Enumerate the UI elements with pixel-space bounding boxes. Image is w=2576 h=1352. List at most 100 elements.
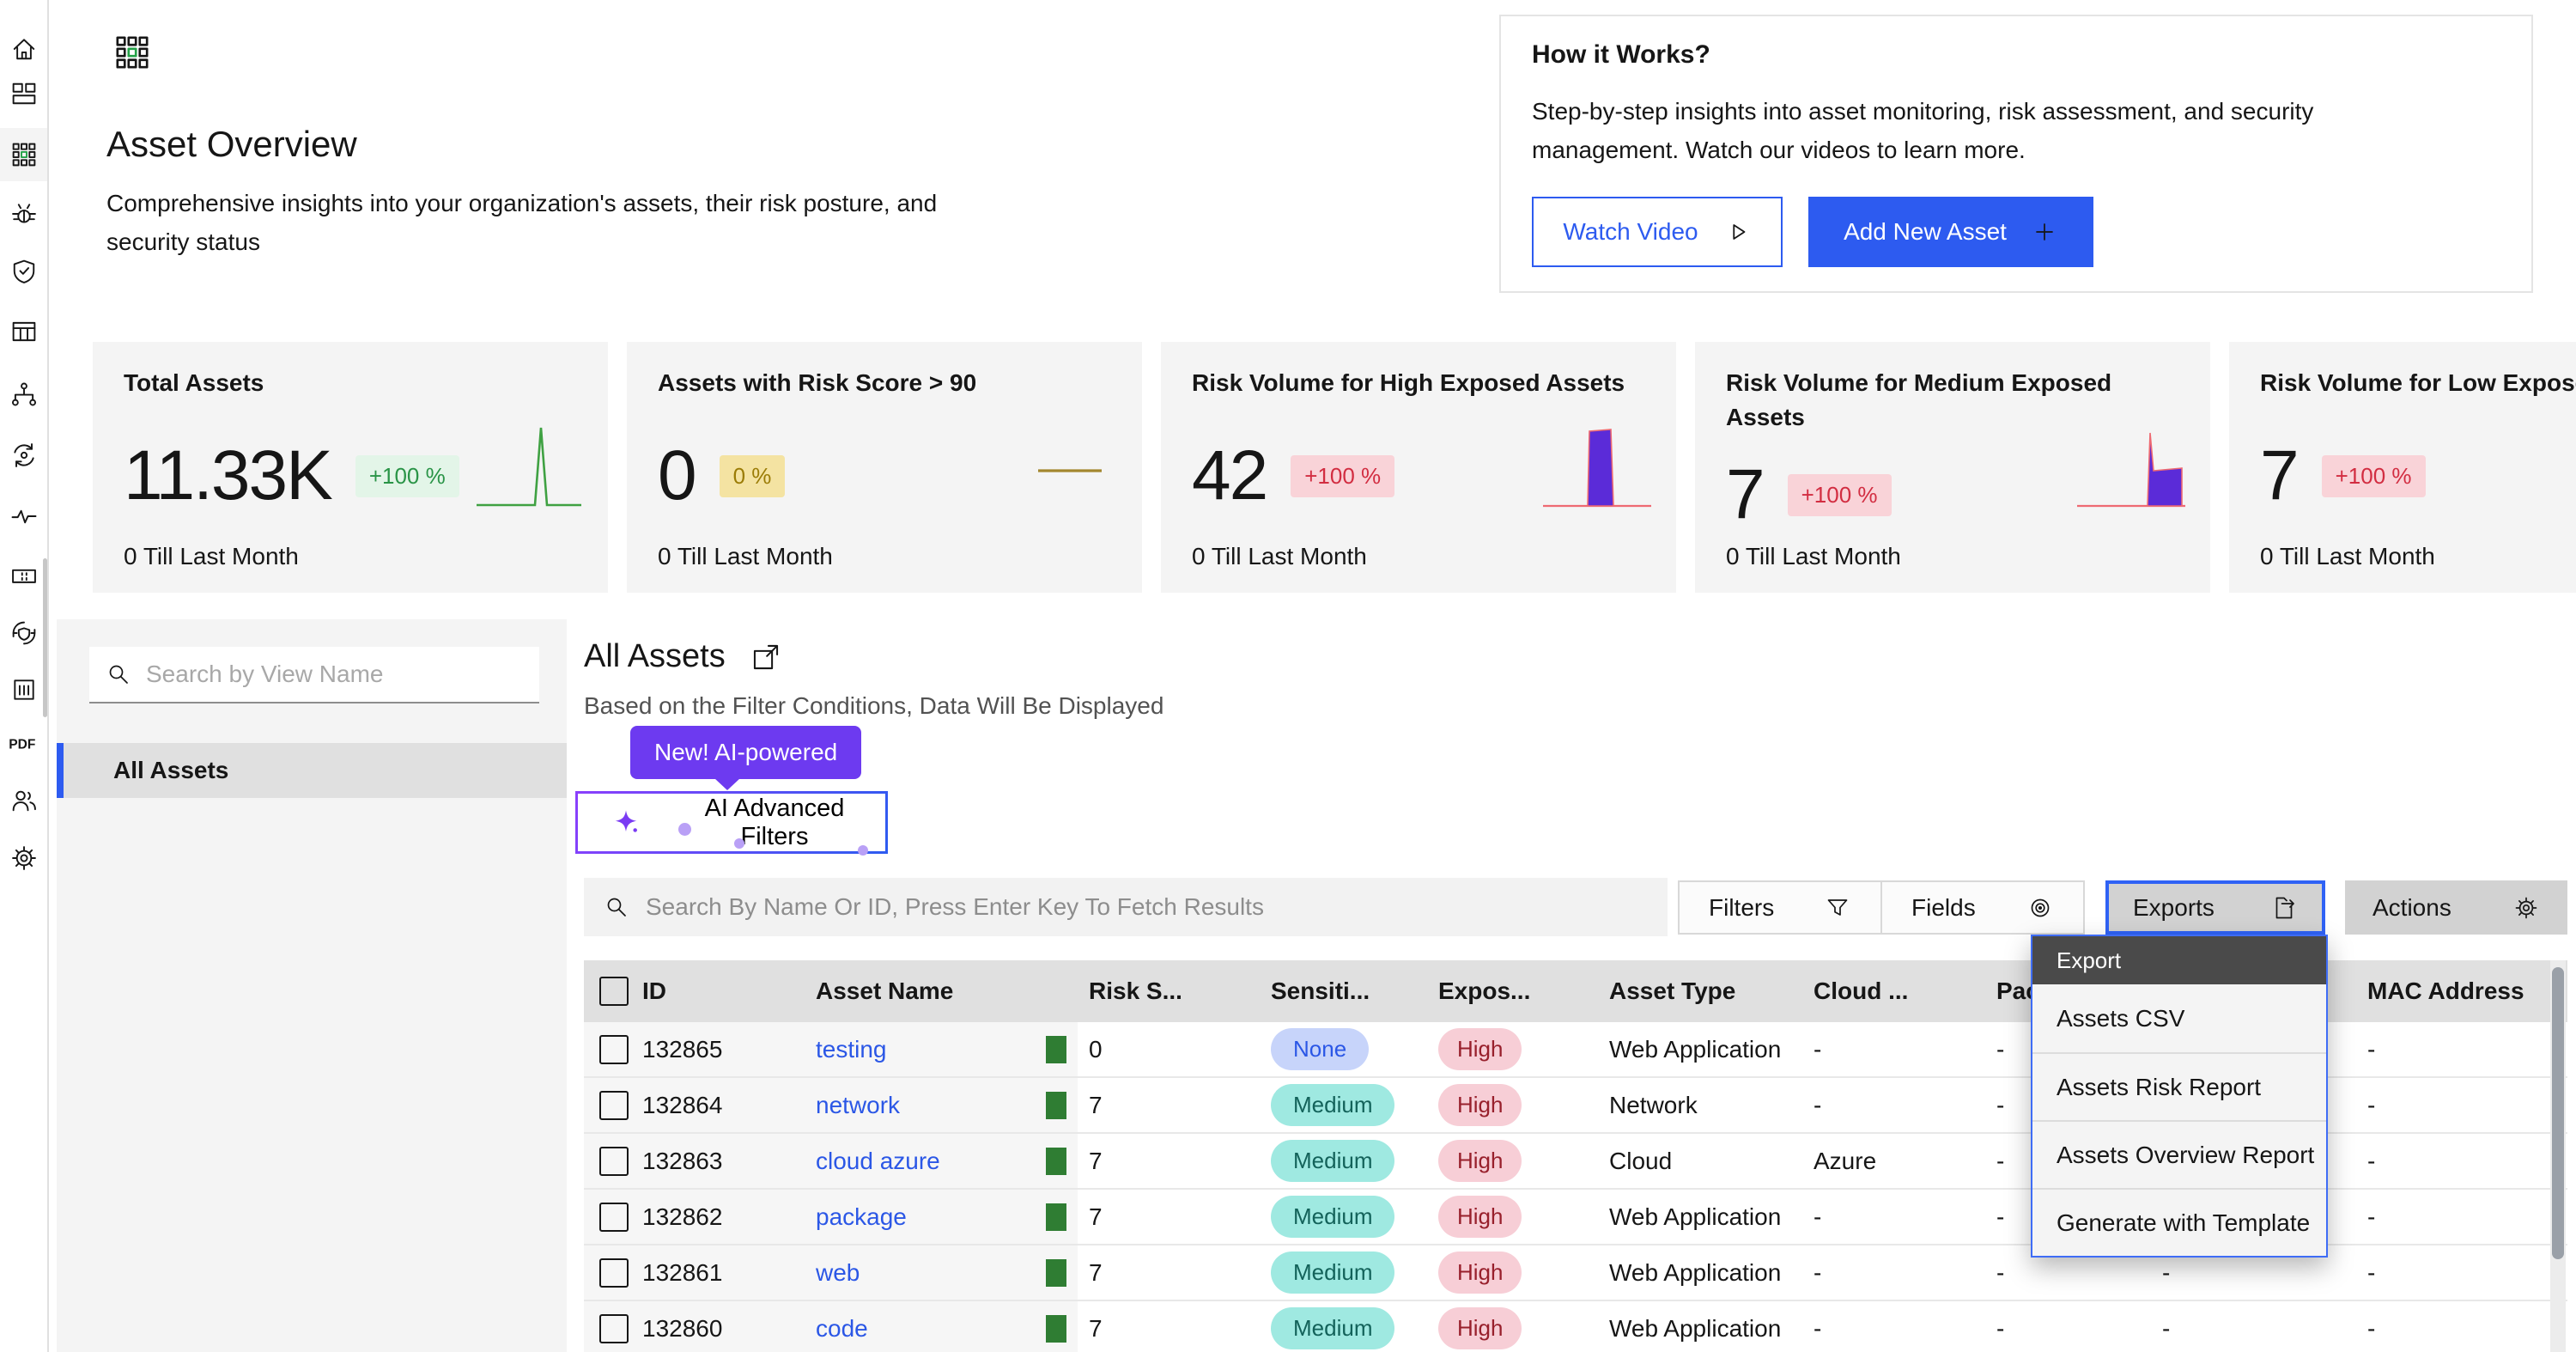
sensitivity-badge: Medium xyxy=(1271,1084,1395,1126)
asset-grid-icon-active[interactable] xyxy=(0,128,47,181)
add-new-asset-button[interactable]: Add New Asset xyxy=(1808,197,2093,267)
section-title: All Assets xyxy=(584,638,782,675)
asset-name-link[interactable]: testing xyxy=(816,1035,887,1063)
watch-video-button[interactable]: Watch Video xyxy=(1532,197,1783,267)
cell-packages: - xyxy=(1996,1314,2005,1342)
exports-button[interactable]: Exports xyxy=(2105,880,2325,935)
page-title: Asset Overview xyxy=(106,124,357,164)
frozen-column-bg xyxy=(584,1245,1078,1300)
stat-footer: 0 Till Last Month xyxy=(124,543,299,569)
menu-item-assets-risk-report[interactable]: Assets Risk Report xyxy=(2032,1052,2326,1120)
actions-gear-icon xyxy=(2515,897,2537,918)
view-item-all-assets[interactable]: All Assets xyxy=(57,743,567,798)
decor-dot xyxy=(678,823,691,836)
home-icon[interactable] xyxy=(0,22,47,76)
sync-settings-icon[interactable] xyxy=(0,429,47,482)
asset-name-link[interactable]: cloud azure xyxy=(816,1147,940,1174)
select-all-checkbox[interactable] xyxy=(599,977,629,1006)
filters-button[interactable]: Filters xyxy=(1680,882,1882,933)
asset-name-link[interactable]: code xyxy=(816,1314,868,1342)
decor-dot xyxy=(734,838,744,849)
filter-funnel-icon xyxy=(1827,898,1848,916)
cell-mac-address: - xyxy=(2367,1091,2376,1118)
stat-change-badge: +100 % xyxy=(1787,473,1892,516)
asset-name-link[interactable]: network xyxy=(816,1091,901,1118)
fields-button[interactable]: Fields xyxy=(1882,882,2083,933)
sensitivity-badge: Medium xyxy=(1271,1196,1395,1238)
stat-value: 7 xyxy=(2260,436,2300,515)
dashboard-icon[interactable] xyxy=(0,67,47,120)
table-scrollbar-thumb[interactable] xyxy=(2552,967,2564,1259)
row-checkbox[interactable] xyxy=(599,1090,629,1120)
shield-check-icon[interactable] xyxy=(0,245,47,298)
cell-id: 132861 xyxy=(642,1258,723,1286)
row-checkbox[interactable] xyxy=(599,1258,629,1288)
stat-title: Risk Volume for Medium Exposed Assets xyxy=(1726,369,2112,430)
asset-name-link[interactable]: package xyxy=(816,1203,907,1230)
view-search-input[interactable] xyxy=(144,660,508,689)
stat-value: 7 xyxy=(1726,455,1765,533)
settings-gear-icon[interactable] xyxy=(0,831,47,885)
cell-asset-type: Cloud xyxy=(1609,1147,1673,1174)
sparkline-purple-spike-step xyxy=(2077,432,2185,508)
row-checkbox[interactable] xyxy=(599,1146,629,1176)
shield-sync-icon[interactable] xyxy=(0,606,47,660)
frozen-column-bg xyxy=(584,1301,1078,1352)
row-checkbox[interactable] xyxy=(599,1313,629,1343)
cell-cloud: - xyxy=(1814,1203,1822,1230)
column-header-cloud: Cloud ... xyxy=(1814,977,1909,1004)
hierarchy-icon[interactable] xyxy=(0,368,47,421)
asset-name-link[interactable]: web xyxy=(816,1258,860,1286)
cell-risk-score: 7 xyxy=(1089,1091,1103,1118)
stat-value: 42 xyxy=(1192,436,1268,515)
actions-button[interactable]: Actions xyxy=(2345,880,2567,935)
ai-advanced-filters-button[interactable]: AI Advanced Filters xyxy=(575,791,888,856)
menu-item-assets-overview-report[interactable]: Assets Overview Report xyxy=(2032,1120,2326,1188)
cell-cloud: - xyxy=(1814,1258,1822,1286)
report-icon[interactable] xyxy=(0,663,47,716)
sparkline-green-spike xyxy=(477,427,581,507)
cell-mac-address: - xyxy=(2367,1035,2376,1063)
decor-dot xyxy=(858,845,868,856)
menu-item-assets-csv[interactable]: Assets CSV xyxy=(2057,1004,2185,1032)
ticket-icon[interactable] xyxy=(0,549,47,602)
cell-risk-score: 0 xyxy=(1089,1035,1103,1063)
rail-scrollbar-thumb[interactable] xyxy=(43,558,47,717)
cell-asset-type: Network xyxy=(1609,1091,1698,1118)
exposure-badge: High xyxy=(1438,1196,1522,1238)
ai-powered-badge-label: New! AI-powered xyxy=(654,739,838,765)
bug-icon[interactable] xyxy=(0,187,47,241)
data-table-icon[interactable] xyxy=(0,305,47,358)
row-checkbox[interactable] xyxy=(599,1202,629,1232)
risk-color-chip xyxy=(1046,1147,1066,1175)
cell-risk-score: 7 xyxy=(1089,1258,1103,1286)
activity-icon[interactable] xyxy=(0,490,47,543)
column-header-risk-score: Risk S... xyxy=(1089,977,1182,1004)
cell-asset-type: Web Application xyxy=(1609,1258,1782,1286)
stat-card-high-exposed: Risk Volume for High Exposed Assets 42 +1… xyxy=(1161,342,1676,593)
stat-footer: 0 Till Last Month xyxy=(1726,543,1901,569)
view-search-field xyxy=(89,647,539,703)
cell-id: 132864 xyxy=(642,1091,723,1118)
search-icon xyxy=(607,898,626,917)
frozen-column-bg xyxy=(584,1134,1078,1188)
app-grid-logo xyxy=(110,31,155,78)
cell-id: 132860 xyxy=(642,1314,723,1342)
sparkline-flat-line xyxy=(1038,469,1102,472)
stat-title: Total Assets xyxy=(124,369,264,396)
exposure-badge: High xyxy=(1438,1084,1522,1126)
pdf-icon[interactable]: PDF xyxy=(0,716,47,770)
users-icon[interactable] xyxy=(0,774,47,827)
how-it-works-title: How it Works? xyxy=(1532,40,1710,69)
page-description: Comprehensive insights into your organiz… xyxy=(106,190,938,255)
sensitivity-badge: Medium xyxy=(1271,1140,1395,1182)
asset-search-input[interactable] xyxy=(644,892,1609,922)
menu-item-generate-with-template[interactable]: Generate with Template xyxy=(2032,1188,2326,1256)
cell-id: 132865 xyxy=(642,1035,723,1063)
cell-cloud: - xyxy=(1814,1035,1822,1063)
launch-icon[interactable] xyxy=(750,641,782,673)
section-title-text: All Assets xyxy=(584,638,726,674)
stat-value: 0 xyxy=(658,436,697,515)
row-checkbox[interactable] xyxy=(599,1034,629,1064)
view-item-label: All Assets xyxy=(113,757,229,783)
